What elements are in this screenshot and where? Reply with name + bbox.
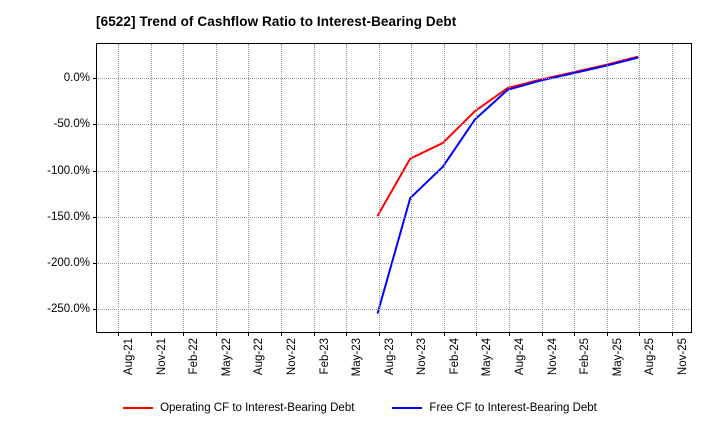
gridline-vertical (183, 44, 185, 332)
plot-area: Aug-21 Nov-21 Feb-22 May-22 Aug-22 Nov-22 Feb-… (47, 43, 692, 376)
x-axis-tick-label: Aug-21 (123, 338, 136, 376)
gridline-vertical (248, 44, 250, 332)
gridline-vertical (281, 44, 282, 332)
y-tick-mark (93, 170, 97, 172)
x-tick-mark (671, 332, 673, 336)
x-axis-tick-label: Nov-23 (416, 338, 429, 376)
x-axis-tick-label: May-22 (220, 338, 233, 377)
series-line (376, 56, 639, 314)
gridline-vertical (378, 44, 380, 332)
legend-item[interactable]: Operating CF to Interest-Bearing Debt (123, 402, 354, 414)
x-tick-mark (281, 332, 282, 336)
gridline-vertical (541, 44, 543, 332)
gridline-vertical (346, 44, 348, 332)
gridline-horizontal (97, 78, 691, 80)
x-tick-mark (508, 332, 510, 336)
x-tick-mark (248, 332, 250, 336)
x-tick-mark (411, 332, 413, 336)
x-axis-tick-label: May-25 (611, 338, 624, 377)
x-axis-tick-label: Aug-23 (383, 338, 396, 376)
x-axis-tick-label: Aug-25 (644, 338, 657, 376)
chart-title: [6522] Trend of Cashflow Ratio to Intere… (96, 14, 457, 29)
x-axis-tick-label: Nov-22 (286, 338, 298, 376)
gridline-vertical (671, 44, 673, 332)
gridline-vertical (215, 44, 217, 332)
legend-label: Free CF to Interest-Bearing Debt (429, 402, 597, 414)
x-axis-tick-label: Aug-24 (513, 338, 526, 376)
x-axis-tick-label: Feb-23 (318, 338, 331, 375)
gridline-vertical (313, 44, 315, 332)
x-axis-tick-label: May-24 (481, 338, 494, 377)
y-tick-mark (93, 216, 97, 218)
x-axis-tick-label: Nov-24 (546, 338, 559, 376)
x-tick-mark (150, 332, 152, 336)
gridline-vertical (574, 44, 576, 332)
y-axis-tick-label: -200.0% (47, 256, 90, 269)
x-axis-tick-label: Nov-25 (676, 338, 689, 376)
x-tick-mark (476, 332, 478, 336)
x-axis-tick-label: Aug-22 (253, 338, 266, 376)
x-axis-tick-label: Nov-21 (155, 338, 168, 376)
chart-legend: Operating CF to Interest-Bearing Debt Fre… (0, 402, 720, 414)
gridline-horizontal (97, 170, 691, 172)
gridline-vertical (411, 44, 413, 332)
y-tick-mark (93, 262, 97, 264)
legend-label: Operating CF to Interest-Bearing Debt (160, 402, 355, 414)
x-axis-tick-label: May-23 (351, 338, 364, 377)
x-tick-mark (574, 332, 576, 336)
x-tick-mark (378, 332, 380, 336)
x-axis-tick-label: Feb-25 (579, 338, 592, 375)
gridline-horizontal (97, 216, 691, 218)
x-tick-mark (346, 332, 348, 336)
legend-color-swatch (123, 407, 154, 409)
y-axis-tick-label: -150.0% (47, 210, 90, 223)
x-tick-mark (313, 332, 315, 336)
y-axis-tick-label: 0.0% (63, 72, 90, 85)
gridline-vertical (118, 44, 120, 332)
gridline-vertical (639, 44, 641, 332)
x-axis-tick-label: Feb-24 (448, 338, 461, 375)
y-axis-tick-label: -50.0% (53, 118, 90, 131)
legend-color-swatch (392, 407, 423, 409)
gridline-vertical (443, 44, 445, 332)
y-tick-mark (93, 309, 97, 311)
legend-item[interactable]: Free CF to Interest-Bearing Debt (392, 402, 597, 414)
gridline-vertical (508, 44, 510, 332)
gridline-vertical (476, 44, 478, 332)
x-tick-mark (639, 332, 641, 336)
y-tick-mark (93, 124, 97, 126)
series-lines (376, 55, 639, 314)
y-axis-tick-label: -100.0% (47, 164, 90, 177)
gridline-vertical (150, 44, 152, 332)
x-tick-mark (215, 332, 217, 336)
x-tick-mark (541, 332, 543, 336)
x-tick-mark (443, 332, 445, 336)
x-tick-mark (118, 332, 120, 336)
y-axis-tick-label: -250.0% (47, 303, 90, 316)
x-axis-tick-label: Feb-22 (188, 338, 201, 375)
gridline-horizontal (97, 262, 691, 264)
gridline-horizontal (97, 309, 691, 311)
x-tick-mark (606, 332, 608, 336)
y-tick-mark (93, 78, 97, 80)
x-tick-mark (183, 332, 185, 336)
gridline-horizontal (97, 124, 691, 126)
gridline-vertical (606, 44, 608, 332)
